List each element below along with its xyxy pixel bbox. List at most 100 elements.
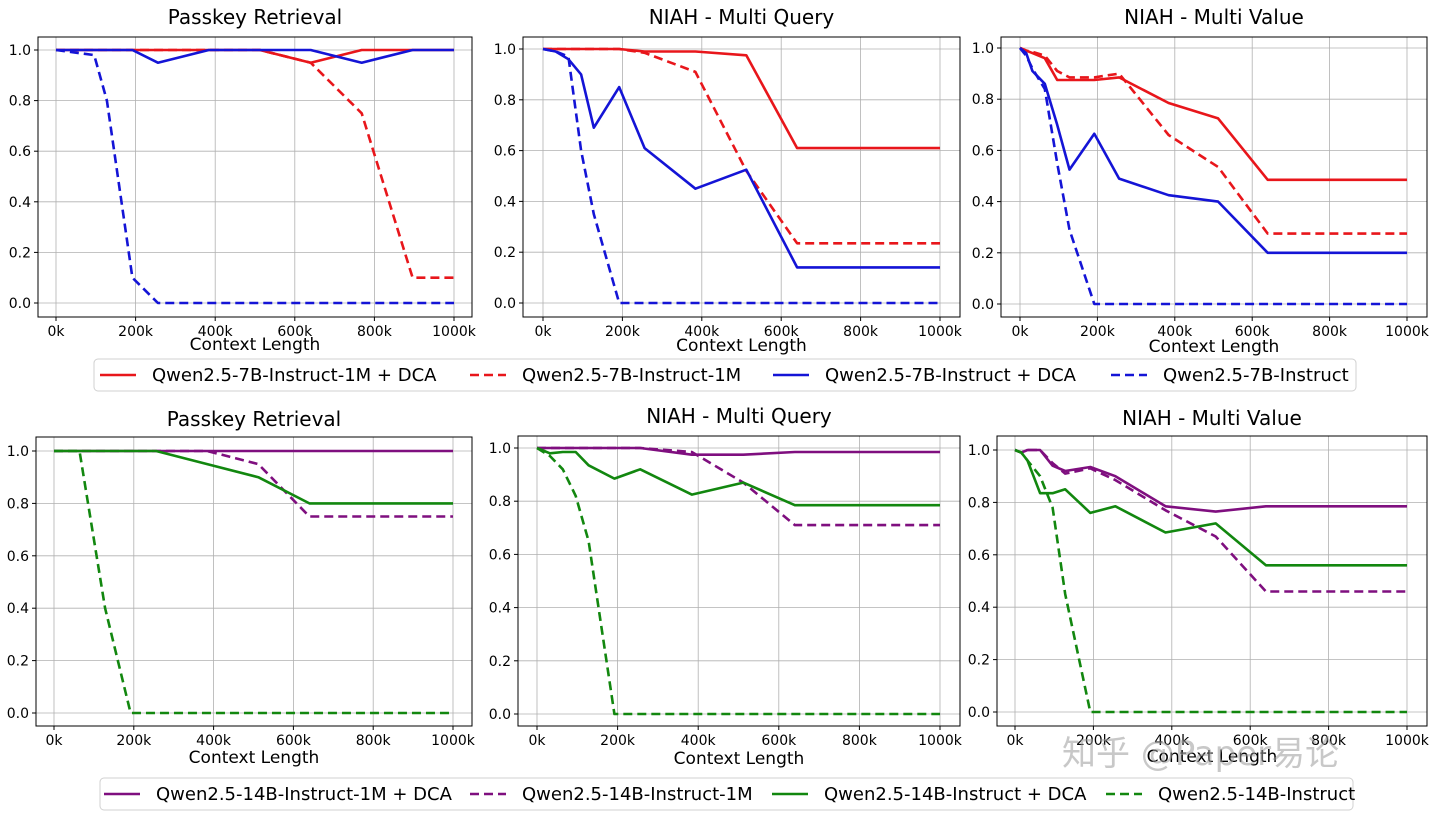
x-axis-label: Context Length <box>676 336 807 356</box>
legend-label: Qwen2.5-14B-Instruct <box>1158 784 1355 805</box>
x-tick-label: 400k <box>1157 324 1193 340</box>
y-tick-label: 0.8 <box>489 494 511 510</box>
legend-label: Qwen2.5-7B-Instruct-1M + DCA <box>152 365 437 386</box>
x-tick-label: 800k <box>843 324 879 340</box>
x-tick-label: 400k <box>684 324 720 340</box>
axes-frame <box>517 435 961 727</box>
axes-frame <box>996 435 1428 727</box>
legend-label: Qwen2.5-14B-Instruct-1M + DCA <box>156 784 453 805</box>
y-tick-label: 0.4 <box>9 195 31 211</box>
y-tick-label: 0.0 <box>494 296 516 312</box>
chart-panel-5: 0k 200k 400k 600k 800k 1000k 0.0 0.2 0.4 0.6 0.8 1.… <box>489 404 963 769</box>
chart-panel-4: 0k 200k 400k 600k 800k 1000k 0.0 0.2 0.4 0.6 0.8 1.… <box>7 407 476 768</box>
series-line <box>537 446 940 527</box>
x-tick-label: 1000k <box>432 324 477 340</box>
y-tick-label: 0.2 <box>968 653 990 669</box>
y-tick-label: 0.8 <box>968 495 990 511</box>
y-tick-label: 0.6 <box>494 144 516 160</box>
x-tick-label: 200k <box>1076 733 1112 749</box>
series-line <box>542 47 940 305</box>
legend-label: Qwen2.5-7B-Instruct-1M <box>522 365 741 386</box>
y-tick-label: 0.2 <box>9 245 31 261</box>
x-tick-label: 200k <box>118 324 154 340</box>
series-line <box>543 47 940 245</box>
y-tick-label: 0.2 <box>7 654 29 670</box>
y-tick-label: 0.2 <box>489 654 511 670</box>
x-tick-label: 400k <box>196 733 232 749</box>
legend-14b: Qwen2.5-14B-Instruct-1M + DCA Qwen2.5-14B… <box>99 777 1355 811</box>
series-line <box>56 48 454 65</box>
y-tick-label: 0.0 <box>489 707 511 723</box>
axes-frame <box>37 36 473 318</box>
x-tick-label: 1000k <box>431 733 476 749</box>
y-tick-label: 0.6 <box>7 549 29 565</box>
x-tick-label: 0k <box>45 733 63 749</box>
x-axis-label: Context Length <box>1149 337 1280 357</box>
y-tick-label: 1.0 <box>9 43 31 59</box>
series-line <box>56 48 454 280</box>
y-tick-label: 0.4 <box>494 194 516 210</box>
axes-frame <box>1000 36 1428 318</box>
x-axis-label: Context Length <box>189 748 320 768</box>
x-tick-label: 600k <box>276 733 312 749</box>
y-tick-label: 0.2 <box>494 245 516 261</box>
x-tick-label: 200k <box>116 733 152 749</box>
x-tick-label: 800k <box>842 733 878 749</box>
series-line <box>536 446 940 507</box>
x-tick-label: 600k <box>1233 733 1269 749</box>
series-line <box>54 449 453 505</box>
x-tick-label: 200k <box>600 733 636 749</box>
y-tick-label: 0.8 <box>7 496 29 512</box>
series-line <box>1014 448 1407 593</box>
x-tick-label: 0k <box>534 324 552 340</box>
series-line <box>542 47 940 269</box>
chart-title: NIAH - Multi Query <box>649 5 835 29</box>
chart-panel-6: 0k 200k 400k 600k 800k 1000k 0.0 0.2 0.4 0.6 0.8 1.… <box>968 406 1430 767</box>
series-line <box>1019 46 1407 235</box>
series-line <box>55 48 454 305</box>
legend-box <box>99 777 1354 811</box>
series-line <box>1018 47 1407 306</box>
y-tick-label: 0.0 <box>972 297 994 313</box>
y-tick-label: 0.4 <box>972 195 994 211</box>
chart-title: NIAH - Multi Value <box>1124 5 1304 29</box>
y-tick-label: 0.8 <box>494 93 516 109</box>
series-line <box>1019 46 1407 182</box>
chart-title: Passkey Retrieval <box>167 407 342 431</box>
x-tick-label: 600k <box>761 733 797 749</box>
x-tick-label: 800k <box>1312 324 1348 340</box>
series-line <box>1014 448 1407 513</box>
x-tick-label: 200k <box>605 324 641 340</box>
y-tick-label: 0.0 <box>7 706 29 722</box>
y-tick-label: 0.4 <box>7 601 29 617</box>
x-axis-label: Context Length <box>674 749 805 769</box>
y-tick-label: 0.4 <box>489 601 511 617</box>
legend-label: Qwen2.5-7B-Instruct <box>1163 365 1349 386</box>
x-tick-label: 0k <box>1006 733 1024 749</box>
chart-panel-2: 0k 200k 400k 600k 800k 1000k 0.0 0.2 0.4 0.6 0.8 1.… <box>494 5 963 356</box>
x-tick-label: 1000k <box>1385 733 1430 749</box>
x-tick-label: 600k <box>277 324 313 340</box>
legend-label: Qwen2.5-14B-Instruct-1M <box>522 784 753 805</box>
x-tick-label: 600k <box>764 324 800 340</box>
legend-label: Qwen2.5-14B-Instruct + DCA <box>824 784 1087 805</box>
y-tick-label: 0.6 <box>968 548 990 564</box>
x-tick-label: 0k <box>47 324 65 340</box>
y-tick-label: 0.0 <box>968 705 990 721</box>
series-line <box>1019 46 1407 255</box>
chart-title: Passkey Retrieval <box>168 5 343 29</box>
x-axis-label: Context Length <box>1147 747 1278 767</box>
x-tick-label: 800k <box>357 324 393 340</box>
y-tick-label: 1.0 <box>972 41 994 57</box>
y-tick-label: 0.8 <box>9 94 31 110</box>
y-tick-label: 0.6 <box>489 547 511 563</box>
chart-panel-3: 0k 200k 400k 600k 800k 1000k 0.0 0.2 0.4 0.6 0.8 1.… <box>972 5 1430 357</box>
x-tick-label: 0k <box>528 733 546 749</box>
y-tick-label: 1.0 <box>7 444 29 460</box>
legend-box <box>93 358 1357 392</box>
chart-panel-1: 0k 200k 400k 600k 800k 1000k 0.0 0.2 0.4 0.6 0.8 1.… <box>9 5 477 355</box>
x-tick-label: 800k <box>356 733 392 749</box>
x-tick-label: 400k <box>681 733 717 749</box>
axes-frame <box>35 436 473 727</box>
